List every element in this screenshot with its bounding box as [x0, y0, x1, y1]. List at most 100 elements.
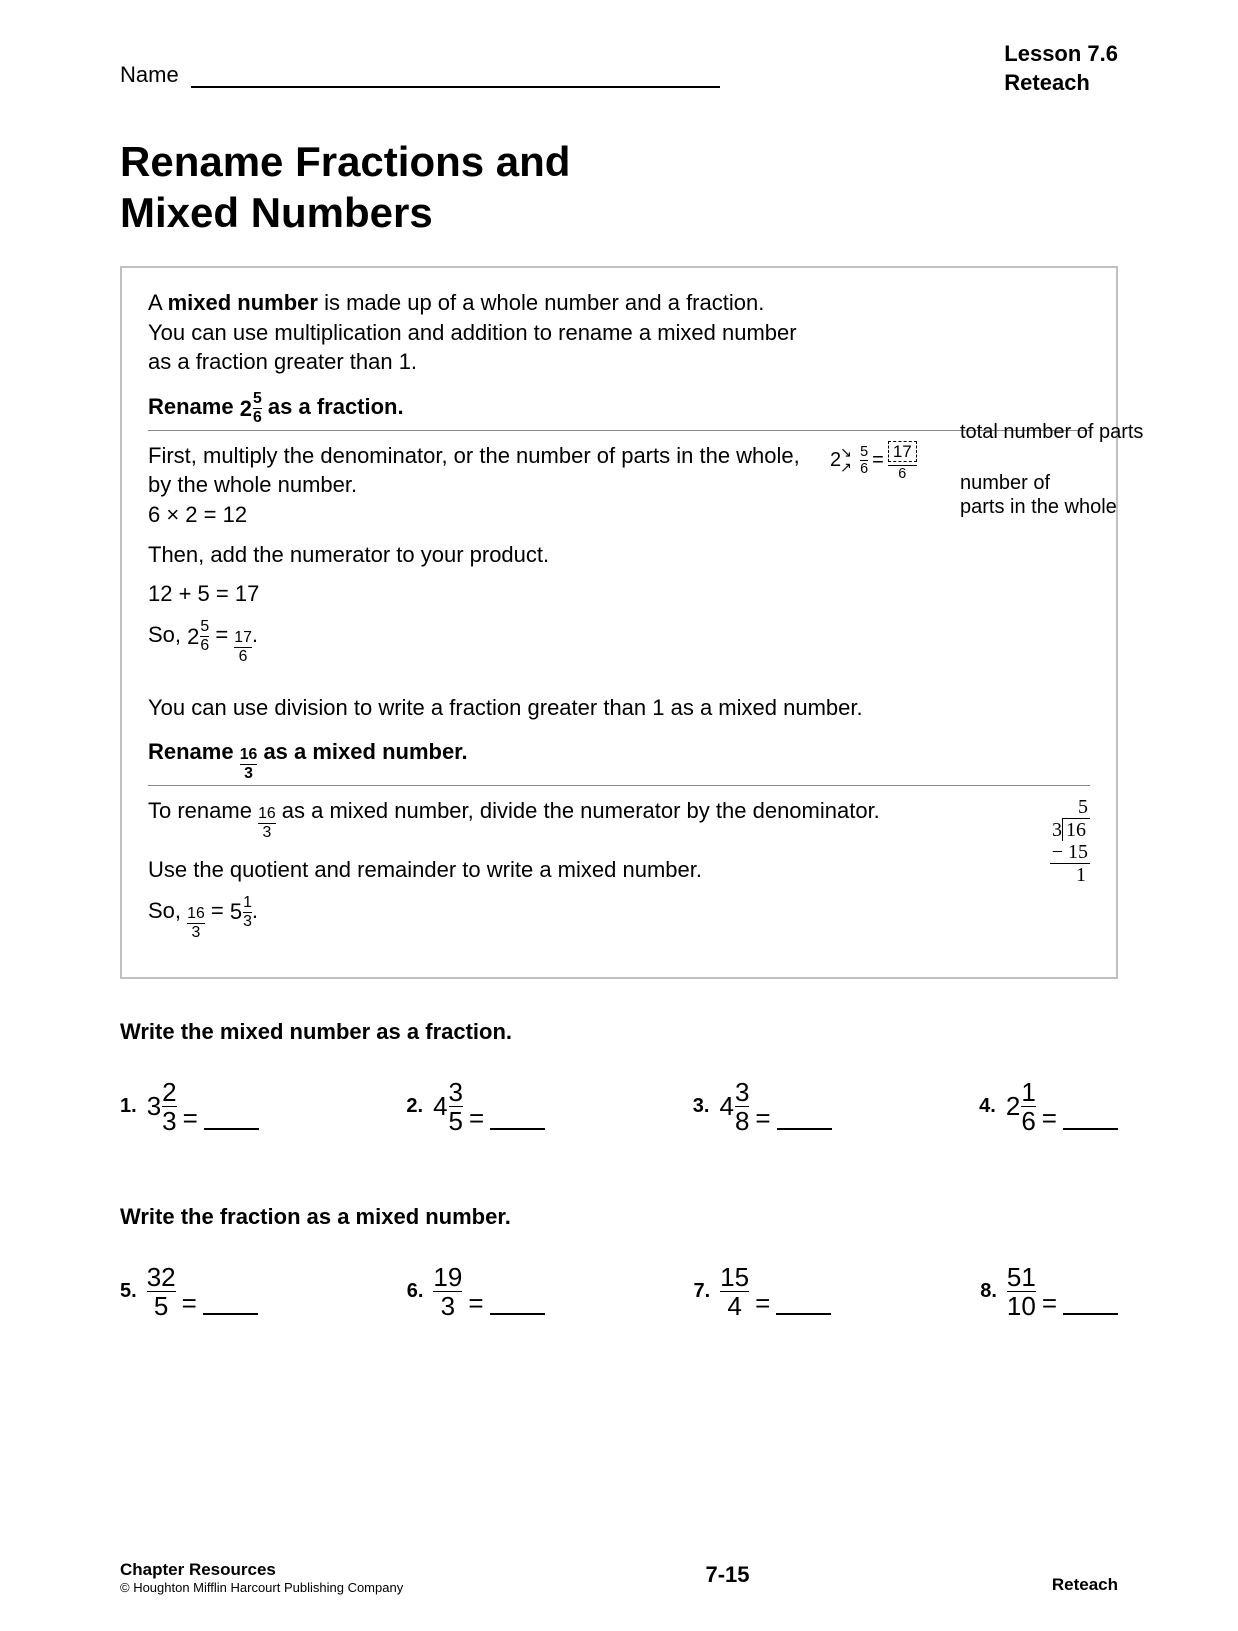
name-label: Name — [120, 62, 179, 88]
p4-whole: 2 — [1006, 1091, 1020, 1122]
p1-bot: 3 — [162, 1108, 176, 1134]
step3-den: 3 — [262, 825, 271, 841]
p5-bot: 5 — [154, 1293, 168, 1319]
p8-top: 51 — [1007, 1264, 1036, 1290]
sec1-num: 5 — [253, 391, 262, 407]
annot-bot-1: number of — [960, 472, 1050, 494]
footer-page-number: 7-15 — [706, 1562, 750, 1588]
sec1-prefix: Rename — [148, 394, 240, 419]
p2-top: 3 — [449, 1079, 463, 1105]
step-3-text: To rename 16 3 as a mixed number, divide … — [148, 796, 1000, 894]
so1-prefix: So, — [148, 622, 187, 647]
equation-1: 6 × 2 = 12 — [148, 500, 1090, 530]
so2-mid: = — [205, 898, 230, 923]
problem-2: 2. 435 = — [406, 1079, 545, 1134]
step-1-row: First, multiply the denominator, or the … — [148, 441, 1090, 500]
so1-result: 176 — [234, 630, 252, 665]
so2-den: 3 — [192, 925, 201, 941]
sec1-den: 6 — [253, 410, 262, 426]
p5-num: 5. — [120, 1280, 137, 1303]
sec2-num: 16 — [240, 747, 258, 763]
illus1-num: 5 — [860, 445, 868, 459]
equals: = — [468, 1288, 483, 1319]
problem-5: 5. 325 = — [120, 1264, 258, 1319]
so2-whole: 5 — [230, 897, 242, 927]
answer-blank-5[interactable] — [203, 1313, 258, 1315]
name-line[interactable] — [191, 86, 720, 88]
sec2-frac: 163 — [240, 747, 258, 782]
problem-1: 1. 323 = — [120, 1079, 259, 1134]
result-1: So, 256 = 176. — [148, 619, 1090, 665]
so2-suffix: . — [252, 898, 258, 923]
equation-2: 12 + 5 = 17 — [148, 579, 1090, 609]
sec2-prefix: Rename — [148, 739, 240, 764]
ld-row: 316 — [1020, 818, 1090, 841]
p2-whole: 4 — [433, 1091, 447, 1122]
result-2: So, 163 = 513. — [148, 895, 1090, 941]
answer-blank-6[interactable] — [490, 1313, 545, 1315]
problem-4: 4. 216 = — [979, 1079, 1118, 1134]
so2-num: 16 — [187, 906, 205, 922]
equals: = — [469, 1103, 484, 1134]
equals: = — [1042, 1103, 1057, 1134]
p3-whole: 4 — [719, 1091, 733, 1122]
lesson-info: Lesson 7.6 Reteach — [1004, 40, 1118, 97]
equals-sign: = — [872, 447, 884, 474]
p6-bot: 3 — [441, 1293, 455, 1319]
p7-bot: 4 — [727, 1293, 741, 1319]
ld-dividend: 16 — [1062, 818, 1090, 841]
section-2-heading: Rename 163 as a mixed number. — [148, 737, 1090, 787]
equals: = — [1042, 1288, 1057, 1319]
so1-suffix: . — [252, 622, 258, 647]
ld-remainder: 1 — [1020, 864, 1090, 886]
so2-frac: 163 — [187, 906, 205, 941]
answer-blank-8[interactable] — [1063, 1313, 1118, 1315]
footer-left: Chapter Resources © Houghton Mifflin Har… — [120, 1560, 403, 1595]
so1-mixed: 256 — [187, 619, 209, 654]
answer-blank-2[interactable] — [490, 1128, 545, 1130]
header-row: Name Lesson 7.6 Reteach — [120, 40, 1118, 97]
step3-num: 16 — [258, 806, 276, 822]
title-line-1: Rename Fractions and — [120, 137, 1118, 187]
answer-blank-4[interactable] — [1063, 1128, 1118, 1130]
step-3-row: To rename 16 3 as a mixed number, divide … — [148, 796, 1090, 894]
so1-mid: = — [209, 622, 234, 647]
page-title: Rename Fractions and Mixed Numbers — [120, 137, 1118, 238]
step-4-text: Use the quotient and remainder to write … — [148, 855, 1000, 885]
sec1-suffix: as a fraction. — [262, 394, 404, 419]
step3-prefix: To rename — [148, 798, 258, 823]
lesson-number: Lesson 7.6 — [1004, 40, 1118, 69]
worksheet-page: Name Lesson 7.6 Reteach Rename Fractions… — [0, 0, 1238, 1631]
sec2-suffix: as a mixed number. — [257, 739, 467, 764]
ld-sub-row: − 15 — [1020, 841, 1090, 864]
p1-num: 1. — [120, 1095, 137, 1118]
answer-blank-3[interactable] — [777, 1128, 832, 1130]
ld-quotient: 5 — [1020, 796, 1090, 818]
p4-top: 1 — [1021, 1079, 1035, 1105]
p2-num: 2. — [406, 1095, 423, 1118]
answer-blank-7[interactable] — [776, 1313, 831, 1315]
p3-top: 3 — [735, 1079, 749, 1105]
teaching-box: A mixed number is made up of a whole num… — [120, 266, 1118, 979]
illus1-rden: 6 — [898, 467, 906, 481]
sec2-den: 3 — [244, 766, 253, 782]
arrow-down-icon: ↘ — [840, 443, 852, 462]
answer-blank-1[interactable] — [204, 1128, 259, 1130]
exercise-2-instruction: Write the fraction as a mixed number. — [120, 1204, 1118, 1230]
step3-suffix: as a mixed number, divide the numerator … — [276, 798, 880, 823]
p1-whole: 3 — [147, 1091, 161, 1122]
equals: = — [755, 1288, 770, 1319]
footer-right: Reteach — [1052, 1575, 1118, 1595]
annot-total-parts: total number of parts — [960, 419, 1143, 446]
exercise-2-problems: 5. 325 = 6. 193 = 7. 154 = 8. 5110 = — [120, 1264, 1118, 1319]
p3-bot: 8 — [735, 1108, 749, 1134]
step-1-text: First, multiply the denominator, or the … — [148, 441, 810, 500]
so2-rnum: 1 — [243, 895, 252, 911]
intro-text: A mixed number is made up of a whole num… — [148, 288, 1090, 377]
step-2-text: Then, add the numerator to your product. — [148, 540, 1090, 570]
p7-num: 7. — [693, 1280, 710, 1303]
illus1-mixed: 2 ↗ ↘ 56 — [830, 445, 868, 477]
illus1-result: 17 6 — [888, 441, 917, 481]
so2-rden: 3 — [243, 914, 252, 930]
footer-copyright: © Houghton Mifflin Harcourt Publishing C… — [120, 1580, 403, 1595]
